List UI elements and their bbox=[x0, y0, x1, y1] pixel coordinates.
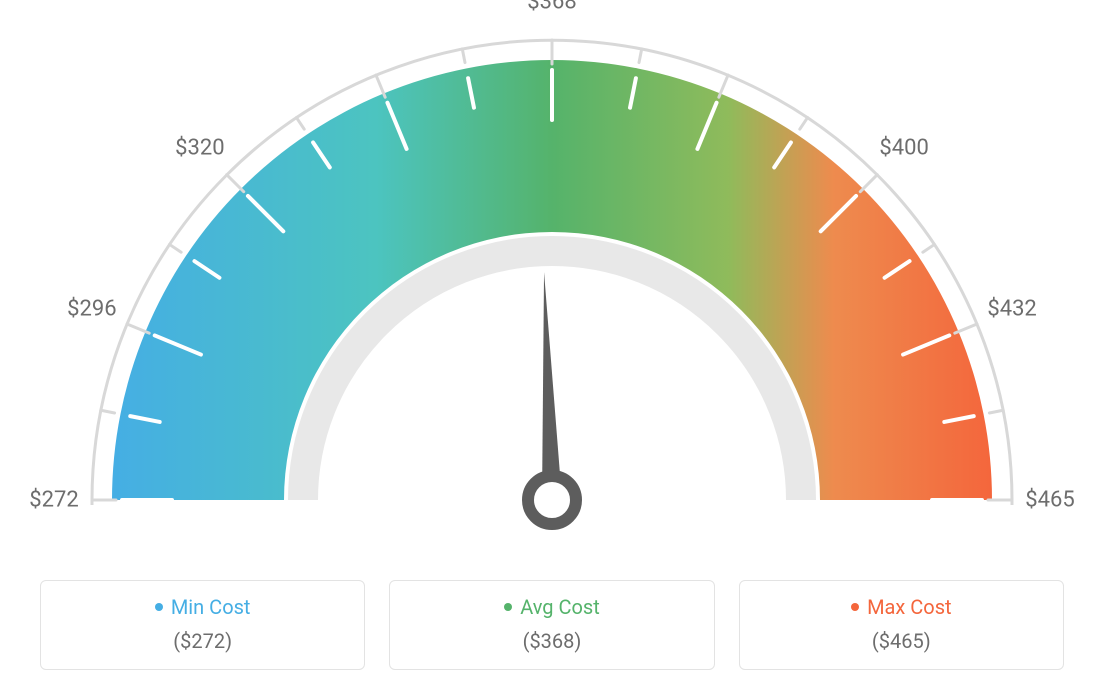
legend-dot-max bbox=[851, 603, 859, 611]
legend-card-min: Min Cost ($272) bbox=[40, 580, 365, 670]
legend-dot-avg bbox=[504, 603, 512, 611]
legend-dot-min bbox=[155, 603, 163, 611]
gauge-tick-label: $320 bbox=[175, 135, 224, 160]
chart-container: $272 $296 $320 $368 $400 $432 $465 Min Cost ($… bbox=[0, 0, 1104, 690]
gauge-tick-label: $296 bbox=[67, 297, 116, 322]
gauge-tick-label: $272 bbox=[29, 488, 78, 513]
gauge-svg bbox=[0, 0, 1104, 560]
legend-row: Min Cost ($272) Avg Cost ($368) Max Cost… bbox=[40, 580, 1064, 670]
gauge-tick-label: $465 bbox=[1025, 488, 1074, 513]
legend-title-max: Max Cost bbox=[851, 595, 952, 619]
gauge-area: $272 $296 $320 $368 $400 $432 $465 bbox=[0, 0, 1104, 560]
legend-title-min: Min Cost bbox=[155, 595, 251, 619]
legend-card-max: Max Cost ($465) bbox=[739, 580, 1064, 670]
legend-label-min: Min Cost bbox=[171, 595, 251, 619]
legend-label-avg: Avg Cost bbox=[520, 595, 600, 619]
gauge-tick-label: $432 bbox=[987, 297, 1036, 322]
legend-value-max: ($465) bbox=[750, 629, 1053, 653]
legend-label-max: Max Cost bbox=[867, 595, 952, 619]
legend-card-avg: Avg Cost ($368) bbox=[389, 580, 714, 670]
legend-value-avg: ($368) bbox=[400, 629, 703, 653]
legend-title-avg: Avg Cost bbox=[504, 595, 600, 619]
gauge-tick-label: $400 bbox=[879, 135, 928, 160]
legend-value-min: ($272) bbox=[51, 629, 354, 653]
gauge-tick-label: $368 bbox=[527, 0, 576, 15]
